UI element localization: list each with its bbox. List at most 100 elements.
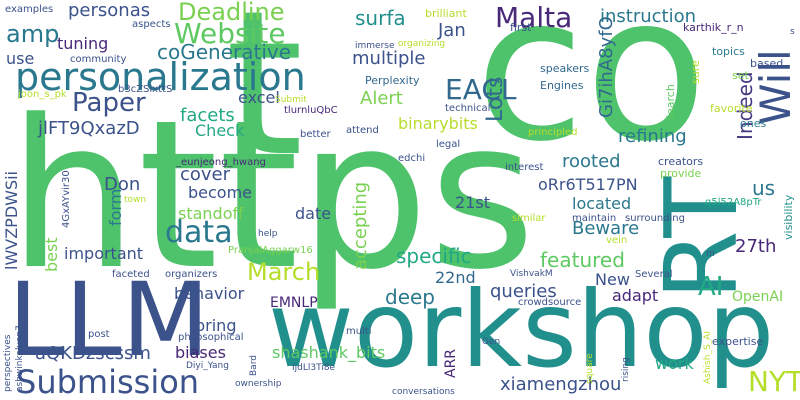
word-new: New <box>595 270 630 289</box>
word-q5l52a8ptr: q5l52A8pTr <box>705 197 762 208</box>
word-diyi-yang: Diyi_Yang <box>186 361 229 371</box>
word-featured: featured <box>540 248 625 272</box>
word-conversations: conversations <box>392 387 455 397</box>
word-check: Check <box>195 121 245 140</box>
word-adapt: adapt <box>612 286 659 305</box>
word-technical: technical <box>445 103 491 114</box>
word-organizers: organizers <box>165 269 218 280</box>
word-don: Don <box>104 174 141 195</box>
word-standoff: standoff <box>178 204 244 223</box>
word-crowdsource: crowdsource <box>518 297 582 308</box>
word-cover: cover <box>180 164 231 185</box>
word-lwvzpdwsii: lWVZPDWSii <box>2 170 21 270</box>
word-community: community <box>70 54 127 65</box>
word-first: first <box>510 21 532 34</box>
word-become: become <box>188 183 253 202</box>
word-openai: OpenAI <box>732 289 784 305</box>
word-ai: AI <box>698 272 724 302</box>
word-work: work <box>655 354 694 373</box>
word-refining: refining <box>618 126 687 147</box>
word-binarybits: binarybits <box>398 114 478 133</box>
word-help: help <box>258 229 278 239</box>
word-gen: Gen <box>482 337 501 347</box>
word-surrounding: surrounding <box>625 213 685 224</box>
word-philosophical: philosophical <box>178 332 244 343</box>
word-s: s <box>790 27 795 37</box>
word-4gxayvir30: 4GxAYvir30 <box>61 170 72 228</box>
word-personalization: personalization <box>15 55 306 99</box>
word-specific: specific <box>396 244 472 268</box>
word-workshop: workshop <box>268 269 775 391</box>
word-multi: multi <box>346 326 372 337</box>
word-legal: legal <box>436 139 461 150</box>
word-excel: excel <box>238 88 280 107</box>
word-co: co <box>475 0 708 186</box>
word-tuning: tuning <box>57 34 109 53</box>
word-orr6t517pn: oRr6T517PN <box>538 175 638 194</box>
word-gi7ihA8yfo: Gi7ihA8yfO <box>596 16 617 118</box>
word-ashish-s-ai: Ashish_S_AI <box>703 331 713 384</box>
word-lots: Lots <box>483 76 508 122</box>
word-data: data <box>165 215 233 250</box>
word-surfa: surfa <box>355 6 406 30</box>
word-town: town <box>124 195 147 205</box>
word-favorite: favorite <box>710 102 753 115</box>
word-important: important <box>64 244 144 263</box>
word-rising: rising <box>621 357 631 382</box>
word-amp: amp <box>6 20 60 48</box>
word-jlft9qxazd: jlFT9QxazD <box>38 118 140 139</box>
word-alert: Alert <box>360 88 403 109</box>
word-creators: creators <box>658 155 704 168</box>
word-multiple: multiple <box>352 48 426 69</box>
word-accepting: accepting <box>350 181 371 270</box>
word-organizing: organizing <box>398 39 446 49</box>
word-malta: Malta <box>495 1 573 34</box>
word-submission: Submission <box>16 363 200 400</box>
word-search: Search <box>664 84 677 122</box>
word-interest: interest <box>505 162 544 173</box>
word-arr: ARR <box>443 348 459 378</box>
word-eacl: EACL <box>445 73 517 106</box>
word-deadline: Deadline <box>178 0 285 26</box>
word-located: located <box>572 194 632 213</box>
word-ashwinkalyan7: ashwinkalyan7 <box>15 325 25 392</box>
word-post: post <box>88 329 110 340</box>
word-tlurnluqbc: tlurnluQbC <box>284 105 338 116</box>
word-deep: deep <box>385 285 435 309</box>
word-biases: biases <box>175 343 226 362</box>
word-nyt: NYT <box>748 365 800 398</box>
word-set: set <box>732 69 749 82</box>
word-speakers: speakers <box>540 62 590 75</box>
word-27th: 27th <box>735 236 777 257</box>
word-emnlp: EMNLP <box>270 295 318 311</box>
word-jan: Jan <box>438 20 466 41</box>
word-joon-s-pk: joon_s_pk <box>18 89 67 100</box>
word-better: better <box>300 129 331 140</box>
word-perspectives: perspectives <box>3 334 13 392</box>
word-sure: sure <box>689 60 702 84</box>
word-bring: bring <box>195 316 237 335</box>
word-brilliant: brilliant <box>425 7 467 20</box>
word-date: date <box>295 204 332 223</box>
word-cogenerative: coGenerative <box>157 40 292 64</box>
word-https: https <box>8 77 536 315</box>
word-karthik-r-n: karthik_r_n <box>683 21 744 34</box>
word-expertise: expertise <box>712 335 764 348</box>
word-eunjeong-hwang: _eunjeong_hwang <box>176 157 266 168</box>
word-website: Website <box>174 17 286 50</box>
word-instruction: instruction <box>600 6 697 27</box>
word-queries: queries <box>490 281 557 302</box>
word-beware: Beware <box>572 218 640 239</box>
word-examples: examples <box>5 4 54 15</box>
word-vishvakm: VishvakM <box>510 269 553 279</box>
word-perplexity: Perplexity <box>365 74 420 87</box>
word-ownership: ownership <box>235 379 282 389</box>
word-m: m <box>706 249 715 259</box>
word-square: square <box>585 353 595 384</box>
word-vein: vein <box>606 235 628 246</box>
word-xiamengzhou: xiamengzhou <box>500 374 622 395</box>
word-principled: principled <box>528 127 578 138</box>
word-several: Several <box>635 269 673 280</box>
word-llm: LLM <box>8 261 210 380</box>
